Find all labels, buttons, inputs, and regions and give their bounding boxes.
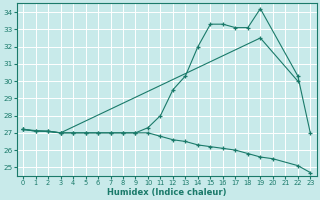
X-axis label: Humidex (Indice chaleur): Humidex (Indice chaleur): [107, 188, 227, 197]
